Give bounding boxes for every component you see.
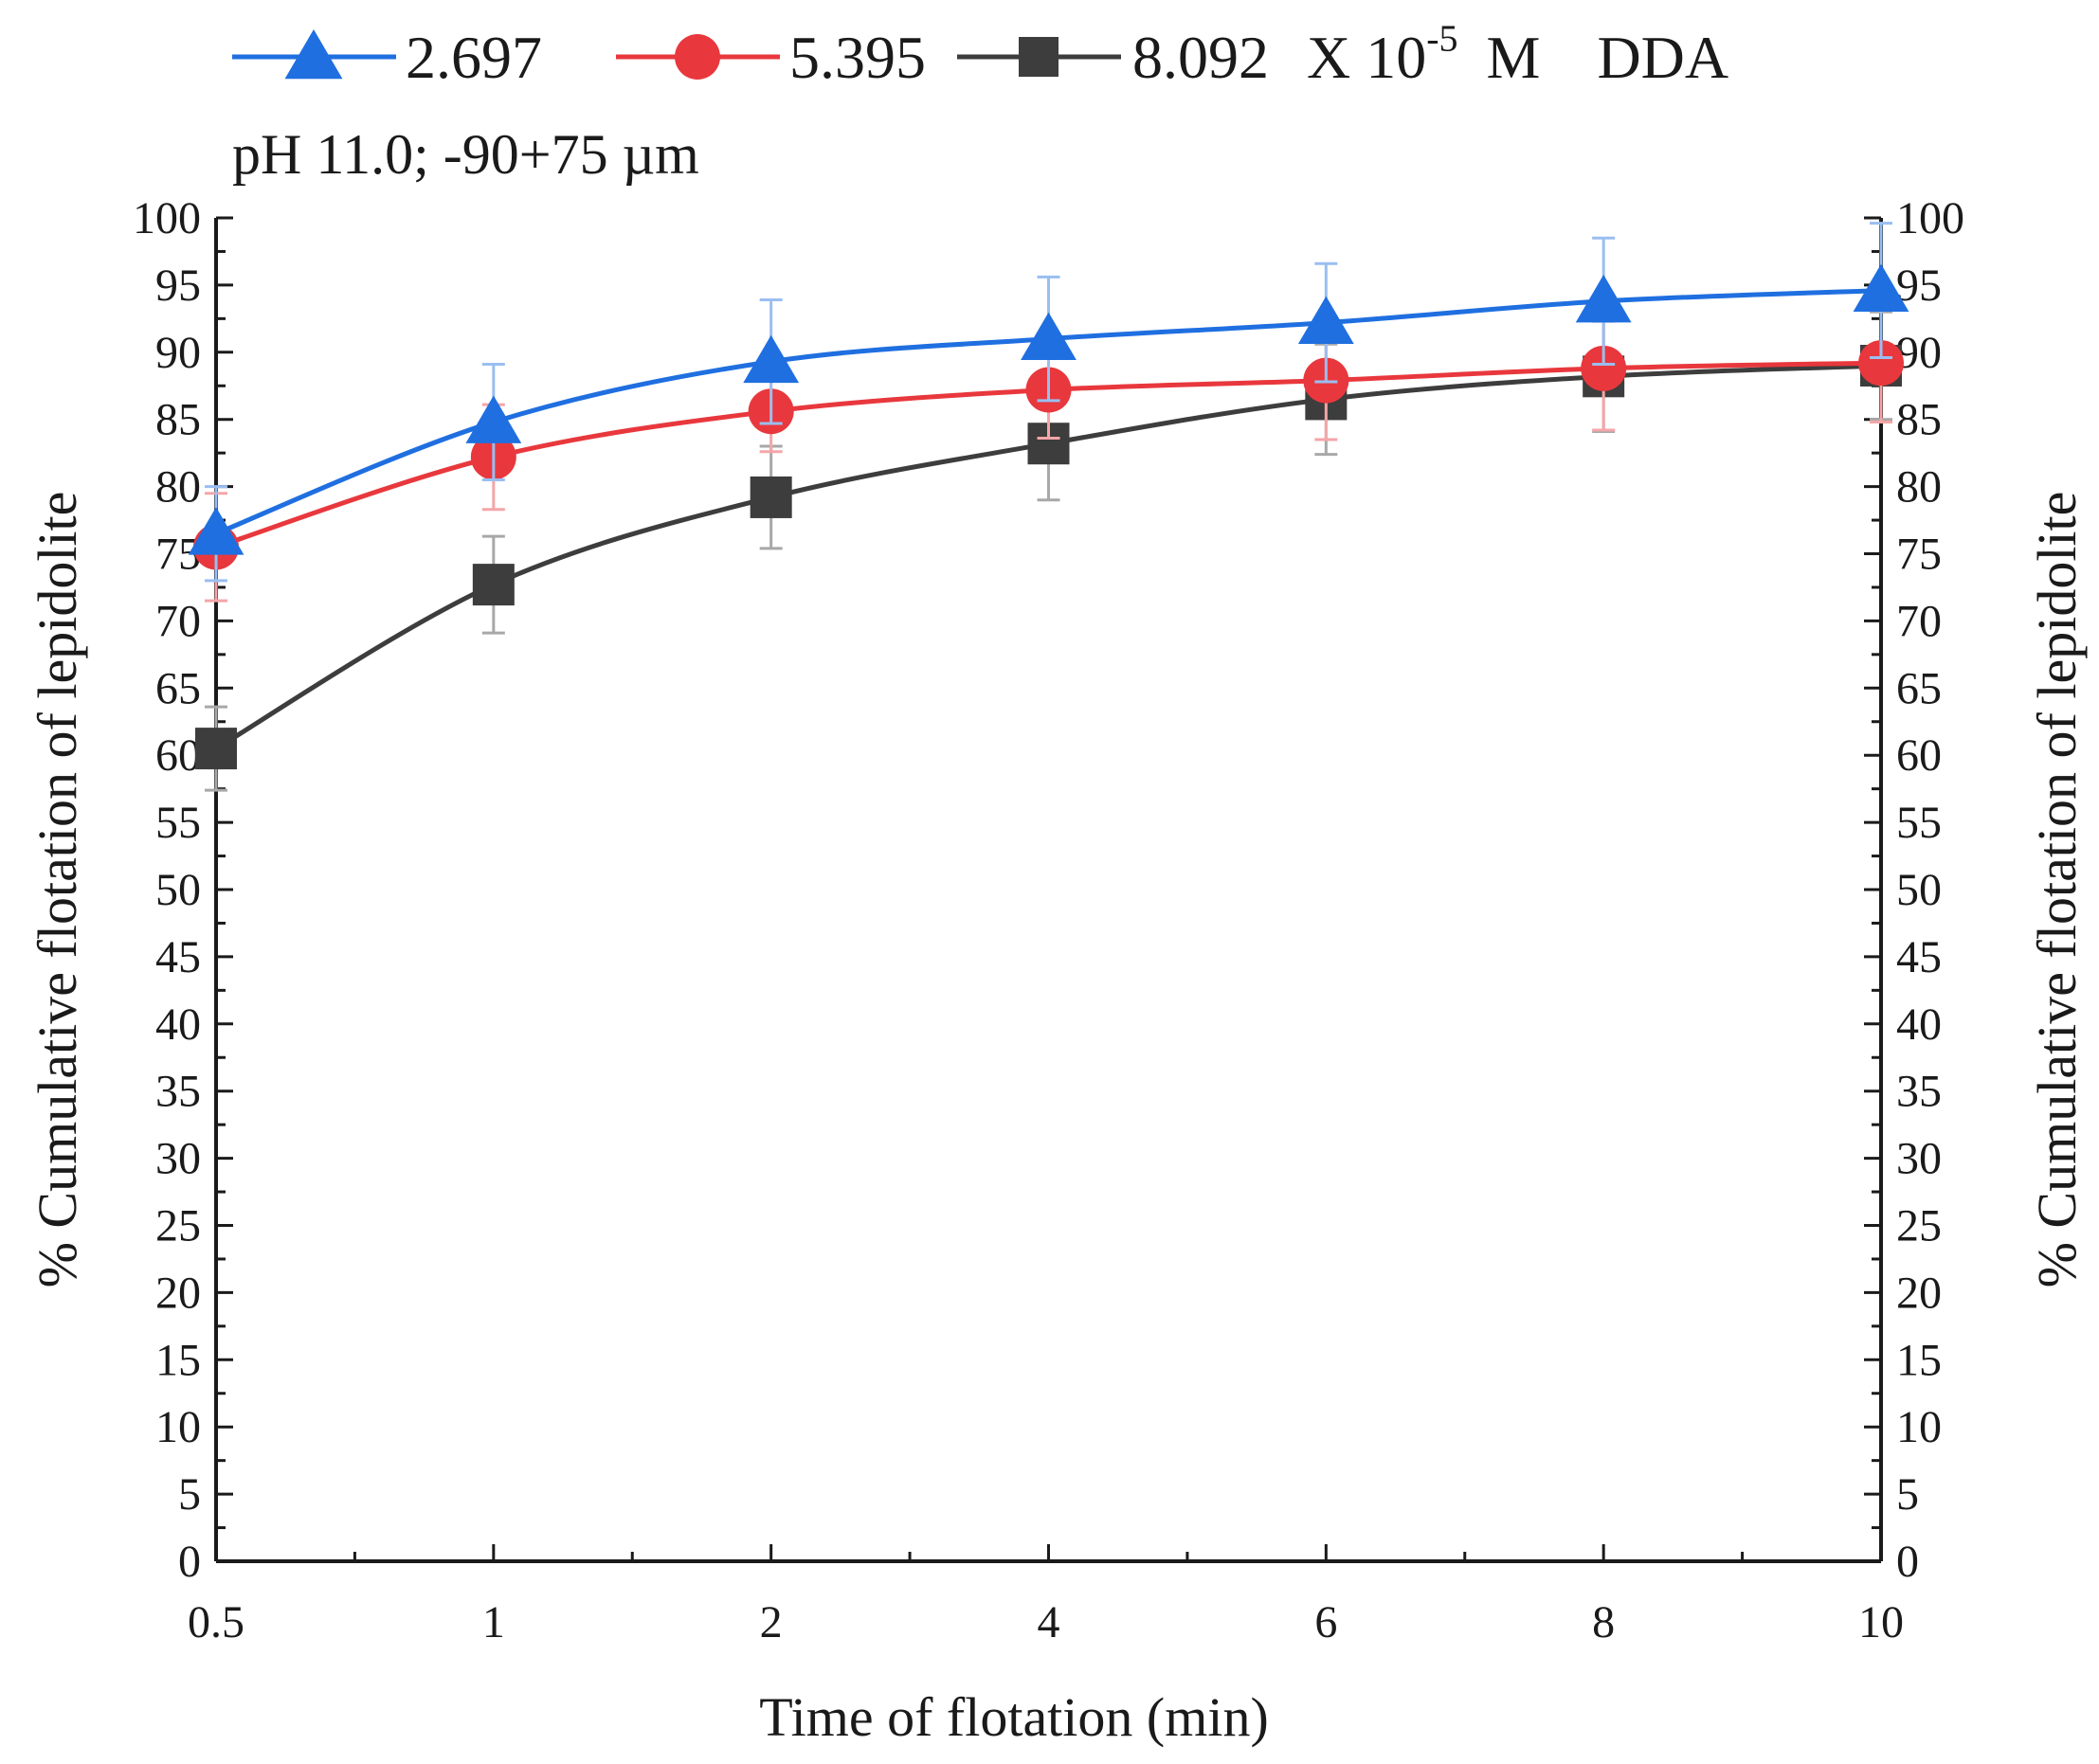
- y-tick-label-right: 5: [1896, 1469, 1919, 1520]
- legend-suffix-reagent: DDA: [1597, 24, 1728, 91]
- legend-entry-3: 8.092 X 10-5 M DDA: [957, 17, 1728, 91]
- legend: 2.697 5.395 8.092 X 10-5 M DDA: [232, 17, 1728, 91]
- y-tick-label-right: 95: [1896, 261, 1942, 311]
- y-tick-label-left: 40: [155, 999, 201, 1050]
- legend-label-3-value: 8.092: [1132, 24, 1269, 91]
- x-axis-title: Time of flotation (min): [759, 1686, 1269, 1748]
- y-tick-label-right: 30: [1896, 1134, 1942, 1184]
- data-point: [1021, 312, 1077, 361]
- y-axis-title-right: % Cumulative flotation of lepidolite: [2026, 492, 2088, 1288]
- y-tick-label-right: 45: [1896, 932, 1942, 982]
- data-point: [465, 395, 522, 443]
- data-point: [1581, 345, 1627, 391]
- y-tick-label-left: 25: [155, 1201, 201, 1251]
- y-tick-label-left: 0: [178, 1537, 201, 1587]
- y-tick-label-left: 80: [155, 462, 201, 513]
- left-axis-ticks: 0510152025303540455055606570758085909510…: [133, 193, 233, 1587]
- y-tick-label-left: 100: [133, 193, 201, 243]
- y-tick-label-right: 85: [1896, 395, 1942, 445]
- legend-entry-2: 5.395: [616, 24, 926, 91]
- right-axis-ticks: 0 5 10 15 20 25 30 35 40 45 50 55 60 65 70 75 80 85 90 95 10…: [1864, 193, 1964, 1587]
- y-tick-label-left: 95: [155, 261, 201, 311]
- y-tick-label-left: 20: [155, 1268, 201, 1318]
- y-tick-label-right: 10: [1896, 1402, 1942, 1452]
- y-tick-label-left: 70: [155, 596, 201, 646]
- x-tick-label: 2: [760, 1597, 783, 1647]
- series-layer: [188, 222, 1909, 792]
- y-tick-label-right: 55: [1896, 798, 1942, 848]
- data-point: [472, 564, 515, 606]
- x-axis-ticks: 0.5 1 2 4 6 8 10: [188, 1544, 1904, 1647]
- y-tick-label-left: 10: [155, 1402, 201, 1452]
- y-tick-label-left: 5: [178, 1469, 201, 1520]
- data-point: [195, 728, 237, 770]
- legend-label-1: 2.697: [406, 24, 542, 91]
- legend-suffix-base: X 10: [1307, 24, 1426, 91]
- legend-marker-circle: [675, 34, 720, 80]
- y-tick-label-right: 70: [1896, 596, 1942, 646]
- legend-label-3: 8.092 X 10-5 M DDA: [1132, 17, 1728, 91]
- data-point: [1858, 340, 1904, 387]
- y-tick-label-left: 30: [155, 1134, 201, 1184]
- legend-suffix-unit: M: [1487, 24, 1541, 91]
- y-tick-label-left: 45: [155, 932, 201, 982]
- y-tick-label-left: 50: [155, 865, 201, 915]
- x-tick-label: 8: [1592, 1597, 1615, 1647]
- legend-marker-triangle: [284, 29, 343, 80]
- y-tick-label-left: 15: [155, 1335, 201, 1385]
- data-point: [750, 476, 792, 518]
- y-tick-label-left: 35: [155, 1067, 201, 1117]
- y-tick-label-right: 35: [1896, 1067, 1942, 1117]
- y-tick-label-right: 0: [1896, 1537, 1919, 1587]
- y-tick-label-right: 50: [1896, 865, 1942, 915]
- y-tick-label-right: 65: [1896, 663, 1942, 713]
- x-tick-label: 6: [1314, 1597, 1337, 1647]
- data-point: [1575, 274, 1632, 323]
- y-tick-label-right: 15: [1896, 1335, 1942, 1385]
- data-point: [188, 507, 244, 555]
- y-tick-label-right: 60: [1896, 730, 1942, 781]
- y-tick-label-right: 20: [1896, 1268, 1942, 1318]
- legend-marker-square: [1019, 37, 1059, 77]
- y-tick-label-right: 90: [1896, 328, 1942, 378]
- legend-label-2: 5.395: [789, 24, 926, 91]
- y-tick-label-left: 65: [155, 663, 201, 713]
- data-point: [1297, 296, 1354, 345]
- y-tick-label-left: 90: [155, 328, 201, 378]
- y-tick-label-left: 55: [155, 798, 201, 848]
- y-tick-label-right: 40: [1896, 999, 1942, 1050]
- legend-entry-1: 2.697: [232, 24, 542, 91]
- y-tick-label-left: 60: [155, 730, 201, 781]
- y-tick-label-right: 25: [1896, 1201, 1942, 1251]
- data-point: [1853, 263, 1909, 312]
- y-tick-label-right: 80: [1896, 462, 1942, 513]
- data-point: [743, 334, 800, 384]
- y-axis-title-left: % Cumulative flotation of lepidolite: [27, 492, 88, 1288]
- x-tick-label: 0.5: [188, 1597, 244, 1647]
- legend-suffix-exponent: -5: [1426, 17, 1457, 60]
- x-tick-label: 1: [482, 1597, 505, 1647]
- y-tick-label-right: 75: [1896, 530, 1942, 580]
- y-tick-label-left: 85: [155, 395, 201, 445]
- x-tick-label: 4: [1038, 1597, 1060, 1647]
- y-tick-label-right: 100: [1896, 193, 1964, 243]
- condition-annotation: pH 11.0; -90+75 µm: [232, 123, 699, 186]
- x-tick-label: 10: [1858, 1597, 1904, 1647]
- series-triangle: [188, 222, 1909, 583]
